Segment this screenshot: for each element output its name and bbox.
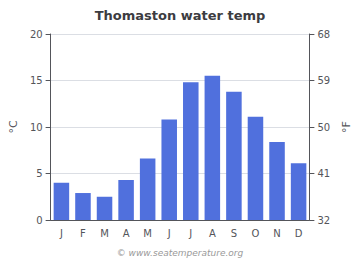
svg-text:59: 59 (317, 75, 330, 86)
svg-text:F: F (80, 228, 86, 239)
svg-text:J: J (59, 228, 63, 239)
svg-text:5: 5 (36, 168, 42, 179)
svg-text:A: A (123, 228, 130, 239)
svg-text:S: S (231, 228, 237, 239)
svg-text:68: 68 (317, 29, 330, 40)
svg-text:10: 10 (30, 122, 43, 133)
svg-text:°F: °F (340, 121, 353, 133)
svg-text:N: N (273, 228, 280, 239)
svg-text:J: J (188, 228, 192, 239)
svg-text:32: 32 (317, 215, 330, 226)
svg-text:A: A (209, 228, 216, 239)
svg-text:Thomaston water temp: Thomaston water temp (95, 8, 266, 23)
svg-text:M: M (100, 228, 109, 239)
svg-text:20: 20 (30, 29, 43, 40)
svg-text:41: 41 (317, 168, 330, 179)
svg-text:© www.seatemperature.org: © www.seatemperature.org (117, 248, 244, 258)
svg-text:J: J (167, 228, 171, 239)
svg-text:15: 15 (30, 75, 43, 86)
svg-text:D: D (295, 228, 303, 239)
svg-text:°C: °C (7, 120, 20, 134)
svg-text:50: 50 (317, 122, 330, 133)
svg-text:M: M (143, 228, 152, 239)
svg-text:O: O (252, 228, 260, 239)
svg-text:0: 0 (36, 215, 42, 226)
